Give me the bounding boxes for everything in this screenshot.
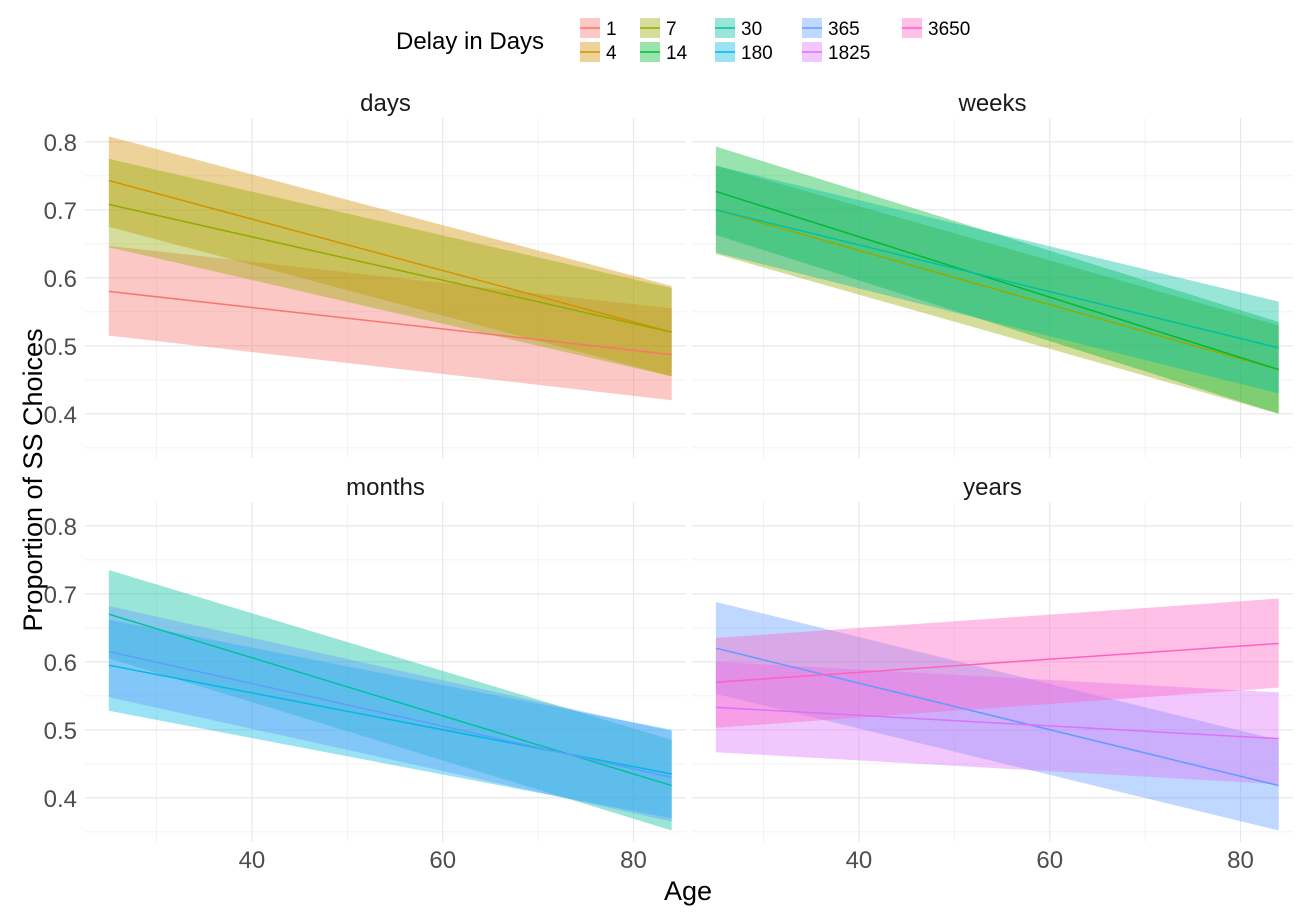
legend-entry-1825: 1825 xyxy=(802,42,870,64)
panel-weeks: weeks xyxy=(692,90,1293,458)
y-tick-label: 0.4 xyxy=(44,786,77,813)
x-tick-label: 60 xyxy=(429,847,456,874)
x-tick-label: 80 xyxy=(1227,847,1254,874)
legend-entry-3650: 3650 xyxy=(902,18,970,40)
y-tick-label: 0.8 xyxy=(44,130,77,157)
y-axis-label: Proportion of SS Choices xyxy=(18,328,48,631)
legend-entry-4: 4 xyxy=(580,42,617,64)
y-tick-label: 0.5 xyxy=(44,334,77,361)
panel-title: days xyxy=(360,90,411,117)
x-tick-label: 60 xyxy=(1036,847,1063,874)
panel-title: years xyxy=(963,474,1022,501)
legend-entry-1: 1 xyxy=(580,18,617,40)
x-tick-label: 40 xyxy=(846,847,873,874)
x-axis-label: Age xyxy=(664,876,712,906)
y-tick-label: 0.6 xyxy=(44,650,77,677)
series-line-1825 xyxy=(715,706,1279,740)
series-line-7 xyxy=(108,203,672,333)
legend-label: 180 xyxy=(741,43,773,64)
panel-days: days 0.4 0.5 0.6 0.7 0.8 xyxy=(44,90,686,458)
y-tick-label: 0.4 xyxy=(44,402,77,429)
y-tick-label: 0.5 xyxy=(44,718,77,745)
y-tick-label: 0.7 xyxy=(44,582,77,609)
legend-label: 7 xyxy=(666,19,677,40)
panels: days 0.4 0.5 0.6 0.7 0.8 weeks months 0.4 0.5 0.6 0… xyxy=(44,90,1293,874)
series-line-365 xyxy=(108,650,672,779)
y-tick-label: 0.7 xyxy=(44,198,77,225)
series-line-30 xyxy=(715,209,1279,349)
legend-entry-180: 180 xyxy=(715,42,773,64)
legend-entry-30: 30 xyxy=(715,18,762,40)
panel-title: months xyxy=(346,474,425,501)
gridlines xyxy=(85,118,686,458)
series-line-7 xyxy=(715,209,1279,371)
legend-label: 3650 xyxy=(928,19,970,40)
panel-months: months 0.4 0.5 0.6 0.7 0.8 40 60 80 xyxy=(44,474,686,874)
legend-label: 4 xyxy=(606,43,617,64)
gridlines xyxy=(85,502,686,842)
series-line-1 xyxy=(108,290,672,356)
y-tick-label: 0.6 xyxy=(44,266,77,293)
legend-title: Delay in Days xyxy=(396,28,544,55)
series-line-4 xyxy=(108,179,672,333)
panel-years: years 40 60 80 xyxy=(692,474,1293,874)
x-tick-label: 80 xyxy=(620,847,647,874)
legend-entry-365: 365 xyxy=(802,18,860,40)
legend-label: 365 xyxy=(828,19,860,40)
series-line-365 xyxy=(715,647,1279,787)
legend-entry-7: 7 xyxy=(640,18,677,40)
y-tick-label: 0.8 xyxy=(44,514,77,541)
gridlines xyxy=(692,118,1293,458)
series-line-14 xyxy=(715,190,1279,371)
legend-label: 1 xyxy=(606,19,617,40)
legend-entry-14: 14 xyxy=(640,42,688,64)
legend-label: 1825 xyxy=(828,43,870,64)
gridlines xyxy=(692,502,1293,842)
x-tick-label: 40 xyxy=(239,847,266,874)
panel-title: weeks xyxy=(957,90,1026,117)
series-line-3650 xyxy=(715,642,1279,683)
legend-label: 14 xyxy=(666,43,688,64)
legend-label: 30 xyxy=(741,19,762,40)
